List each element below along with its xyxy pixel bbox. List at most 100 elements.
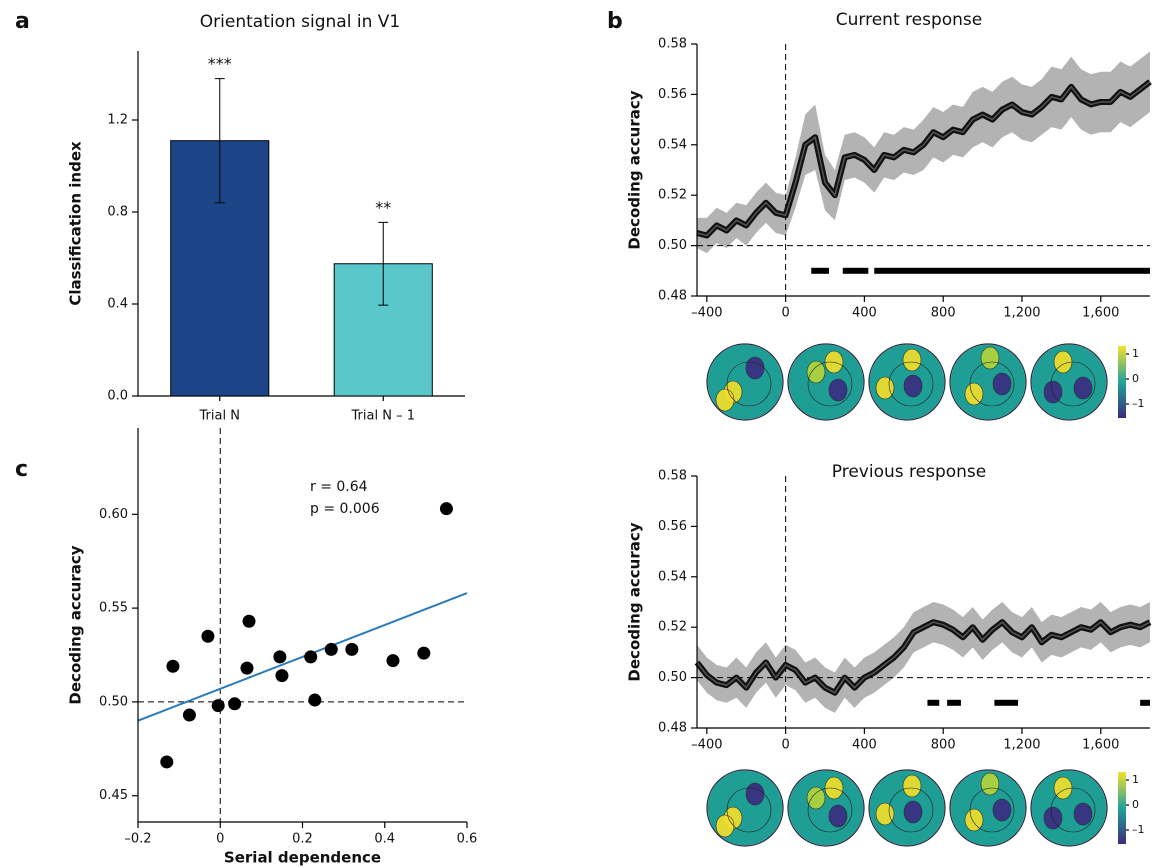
chart-title: Current response	[836, 10, 982, 30]
colorbar-label: 0	[1132, 798, 1139, 811]
topomap-outline	[787, 343, 865, 421]
topomap-outline	[949, 343, 1027, 421]
y-tick-label: 0.50	[99, 694, 128, 709]
topomap-outline	[706, 343, 784, 421]
x-tick-label: Trial N	[199, 409, 240, 424]
topomap-contour	[726, 787, 772, 833]
significance-bar	[1140, 699, 1150, 706]
chart-title: Previous response	[832, 462, 986, 482]
topomap-blob	[980, 346, 1000, 370]
topomap-outline	[1030, 769, 1108, 847]
topomap-blob	[1043, 806, 1063, 830]
topomap-contour	[888, 787, 934, 833]
y-tick-label: 0.55	[99, 601, 128, 616]
panel-label: a	[15, 9, 30, 34]
scatter-point	[324, 642, 338, 656]
topomap-blob	[992, 798, 1012, 822]
scatter-point	[345, 642, 359, 656]
x-axis-label: Serial dependence	[224, 849, 381, 867]
y-axis-label: Decoding accuracy	[626, 90, 644, 249]
colorbar	[1118, 772, 1126, 844]
scatter-point	[275, 669, 289, 683]
scatter-point	[228, 697, 242, 711]
x-tick-label: –0.2	[124, 832, 151, 847]
panel-label: b	[607, 9, 623, 34]
topomap-blob	[1073, 802, 1093, 826]
x-tick-label: –400	[691, 738, 722, 753]
annotation: p = 0.006	[310, 501, 380, 517]
y-tick-label: 0.58	[658, 469, 687, 484]
scatter-point	[308, 693, 322, 707]
colorbar-label: 0	[1132, 372, 1139, 385]
topomap-contour	[888, 361, 934, 407]
annotation: r = 0.64	[310, 479, 368, 495]
x-tick-label: 0	[781, 306, 789, 321]
topomap-contour	[807, 787, 853, 833]
x-tick-label: 1,600	[1082, 306, 1119, 321]
topomap-blob	[828, 378, 848, 402]
y-tick-label: 0.0	[107, 389, 128, 404]
x-tick-label: 1,200	[1003, 738, 1040, 753]
y-axis-label: Decoding accuracy	[626, 522, 644, 681]
topomap-contour	[1050, 361, 1096, 407]
x-tick-label: 800	[931, 738, 956, 753]
topomap-contour	[969, 787, 1015, 833]
confidence-band	[697, 602, 1150, 713]
topomap-blob	[964, 382, 984, 406]
topomap-contour	[969, 361, 1015, 407]
significance-bar	[947, 699, 961, 706]
topomap-blob	[964, 808, 984, 832]
x-tick-label: Trial N – 1	[351, 409, 415, 424]
topomap-blob	[1053, 350, 1073, 374]
y-tick-label: 0.45	[99, 788, 128, 803]
topomap-blob	[715, 388, 735, 412]
topomap-blob	[824, 350, 844, 374]
topomap-outline	[1030, 343, 1108, 421]
error-bar	[378, 221, 389, 306]
topomap-contour	[807, 361, 853, 407]
topomap-blob	[902, 348, 922, 372]
y-tick-label: 0.50	[658, 670, 687, 685]
topomap-blob	[1043, 380, 1063, 404]
scatter-point	[417, 646, 431, 660]
x-tick-label: 0.2	[292, 832, 313, 847]
mean-line-core	[696, 81, 1151, 237]
colorbar	[1118, 346, 1126, 418]
topomap-outline	[868, 769, 946, 847]
y-tick-label: 0.54	[658, 137, 687, 152]
y-tick-label: 0.56	[658, 519, 687, 534]
scatter-point	[201, 629, 215, 643]
y-tick-label: 0.48	[658, 289, 687, 304]
topomap-blob	[806, 360, 826, 384]
topomap-blob	[715, 814, 735, 838]
topomap-blob	[903, 374, 923, 398]
y-tick-label: 0.54	[658, 569, 687, 584]
topomap-blob	[828, 804, 848, 828]
y-tick-label: 0.8	[107, 205, 128, 220]
topomap-outline	[949, 769, 1027, 847]
topomap-blob	[875, 376, 895, 400]
x-tick-label: –400	[691, 306, 722, 321]
topomap-contour	[726, 361, 772, 407]
annotation: **	[375, 198, 391, 217]
x-tick-label: 1,200	[1003, 306, 1040, 321]
scatter-point	[211, 699, 225, 713]
y-tick-label: 0.60	[99, 507, 128, 522]
x-tick-label: 400	[852, 306, 877, 321]
scatter-point	[386, 654, 400, 668]
scatter-point	[304, 650, 318, 664]
colorbar-label: 1	[1132, 347, 1139, 360]
significance-bar	[811, 267, 829, 274]
annotation: ***	[208, 54, 232, 73]
topomap-blob	[902, 774, 922, 798]
scatter-point	[439, 502, 453, 516]
scatter-point	[182, 708, 196, 722]
mean-line-core	[696, 621, 1151, 694]
colorbar-label: –1	[1132, 397, 1145, 410]
y-axis-label: Decoding accuracy	[67, 545, 85, 704]
scatter-point	[242, 614, 256, 628]
y-tick-label: 0.58	[658, 37, 687, 52]
confidence-band	[697, 51, 1150, 254]
x-tick-label: 0	[781, 738, 789, 753]
scatter-point	[273, 650, 287, 664]
